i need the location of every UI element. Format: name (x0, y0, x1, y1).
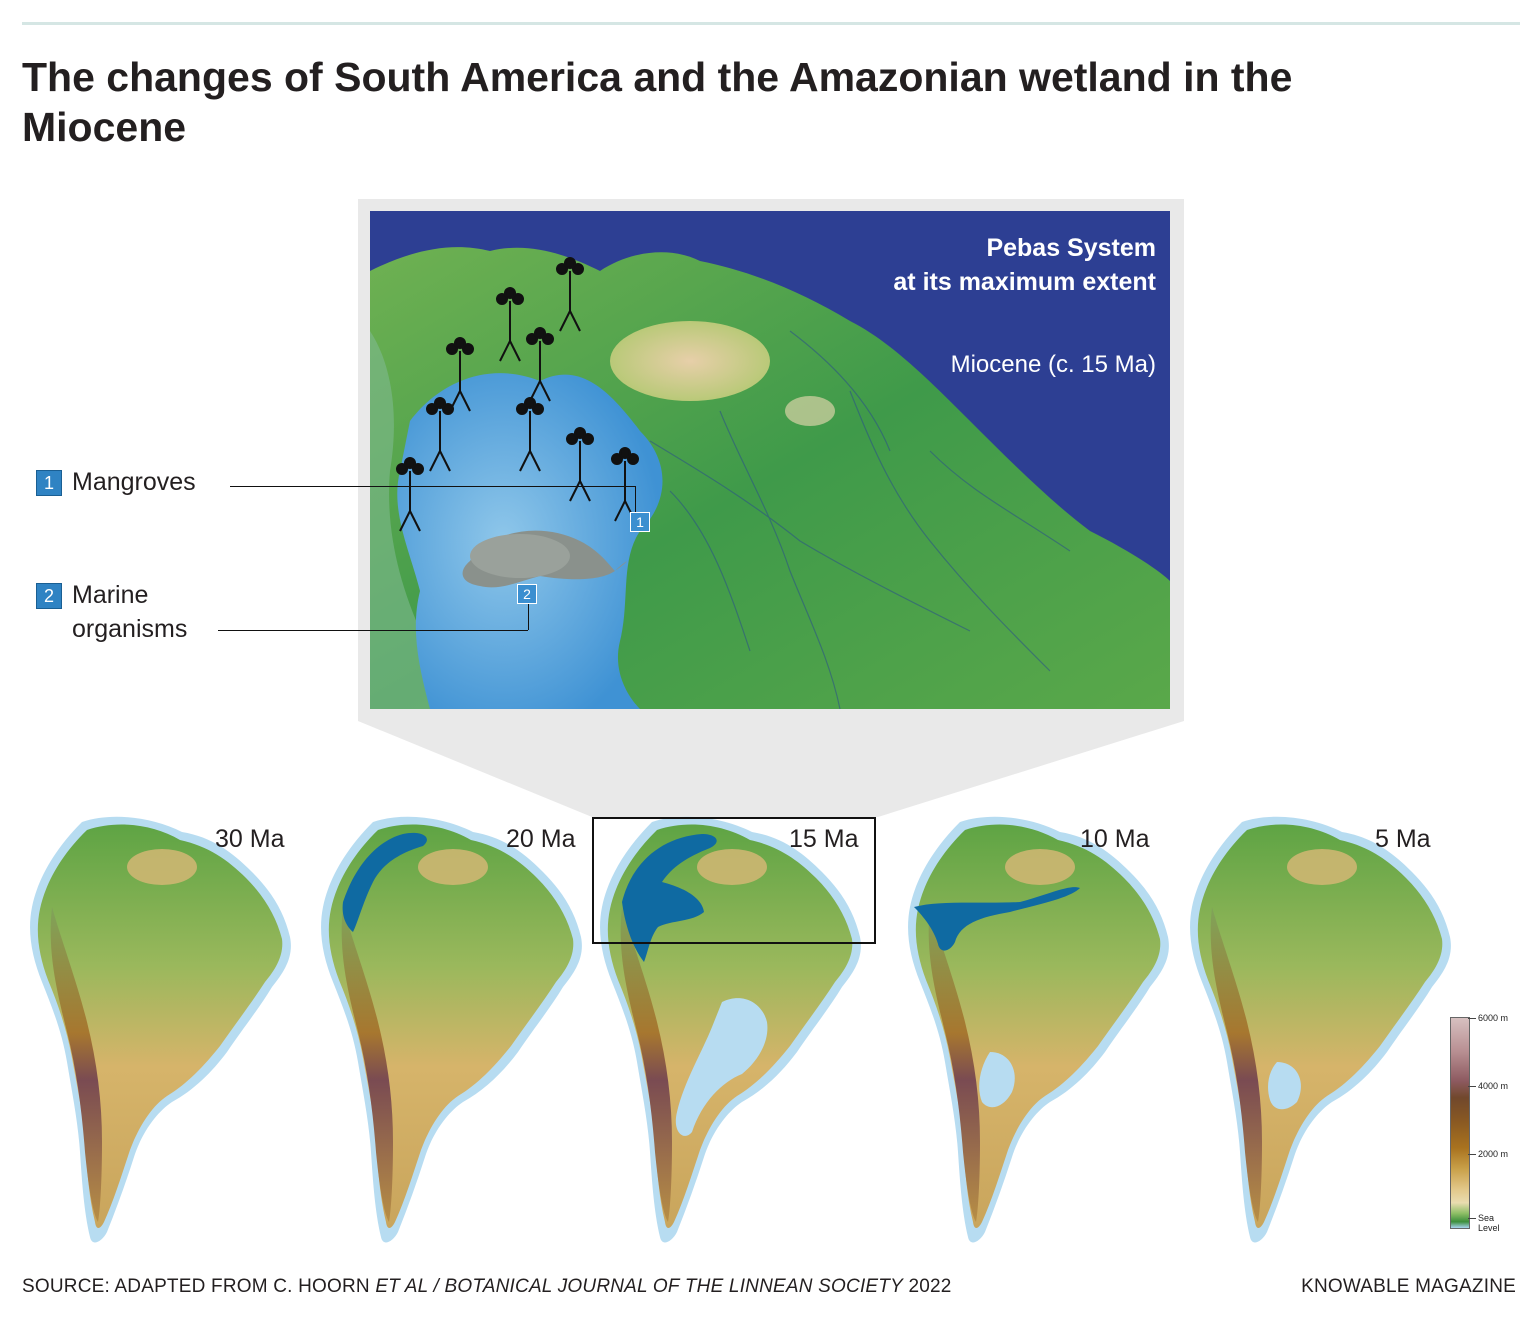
leader-line-marine (218, 630, 528, 631)
inset-title: Pebas System at its maximum extent (893, 231, 1156, 299)
pebas-inset-map: Pebas System at its maximum extent Mioce… (370, 211, 1170, 709)
highlight-box-15ma (592, 817, 876, 944)
inset-terrain (370, 211, 1170, 709)
leader-line-mangroves (230, 486, 635, 487)
elevation-scale-bar (1450, 1017, 1470, 1229)
source-prefix: SOURCE: ADAPTED FROM C. HOORN (22, 1276, 376, 1297)
source-journal: ET AL / BOTANICAL JOURNAL OF THE LINNEAN… (375, 1276, 903, 1297)
guiana-highlands (610, 321, 770, 401)
marine-organism-illustration (462, 530, 627, 588)
panel-label-5ma: 5 Ma (1375, 825, 1431, 853)
top-rule (22, 22, 1520, 25)
scale-tick-4000 (1468, 1086, 1476, 1087)
scale-label-2000: 2000 m (1478, 1149, 1509, 1159)
source-credit: SOURCE: ADAPTED FROM C. HOORN ET AL / BO… (22, 1276, 952, 1298)
leader-line-marine-rise (528, 604, 529, 630)
map-tag-1: 1 (630, 512, 650, 532)
panel-label-20ma: 20 Ma (506, 825, 576, 853)
legend-marine: 2 Marine (36, 578, 148, 612)
mangrove-trees (396, 257, 639, 532)
scale-label-4000: 4000 m (1478, 1081, 1509, 1091)
scale-tick-6000 (1468, 1018, 1476, 1019)
panel-label-30ma: 30 Ma (215, 825, 285, 853)
scale-label-level: Level (1478, 1223, 1500, 1233)
scale-tick-2000 (1468, 1154, 1476, 1155)
leader-line-mangroves-drop (635, 486, 636, 512)
legend-label-mangroves: Mangroves (72, 468, 196, 496)
legend-badge-1: 1 (36, 470, 62, 497)
scale-tick-sea (1468, 1218, 1476, 1219)
legend-label-marine-2: organisms (72, 615, 188, 643)
inset-title-line1: Pebas System (986, 234, 1156, 262)
panel-label-10ma: 10 Ma (1080, 825, 1150, 853)
page-title: The changes of South America and the Ama… (22, 54, 1293, 150)
inset-epoch-label: Miocene (c. 15 Ma) (950, 351, 1156, 378)
elevation-scale: 6000 m 4000 m 2000 m Sea Level (1446, 1013, 1536, 1243)
source-year: 2022 (902, 1276, 952, 1297)
publisher-credit: KNOWABLE MAGAZINE (1301, 1276, 1516, 1297)
legend-badge-2: 2 (36, 583, 62, 610)
map-tag-2: 2 (517, 584, 537, 604)
inset-title-line2: at its maximum extent (893, 268, 1156, 296)
legend-label-marine-1: Marine (72, 581, 149, 609)
panel-label-15ma: 15 Ma (789, 825, 859, 853)
scale-label-6000: 6000 m (1478, 1013, 1509, 1023)
river-network (649, 330, 1071, 709)
legend-mangroves: 1 Mangroves (36, 465, 196, 499)
scale-label-sea: Sea (1478, 1213, 1495, 1223)
